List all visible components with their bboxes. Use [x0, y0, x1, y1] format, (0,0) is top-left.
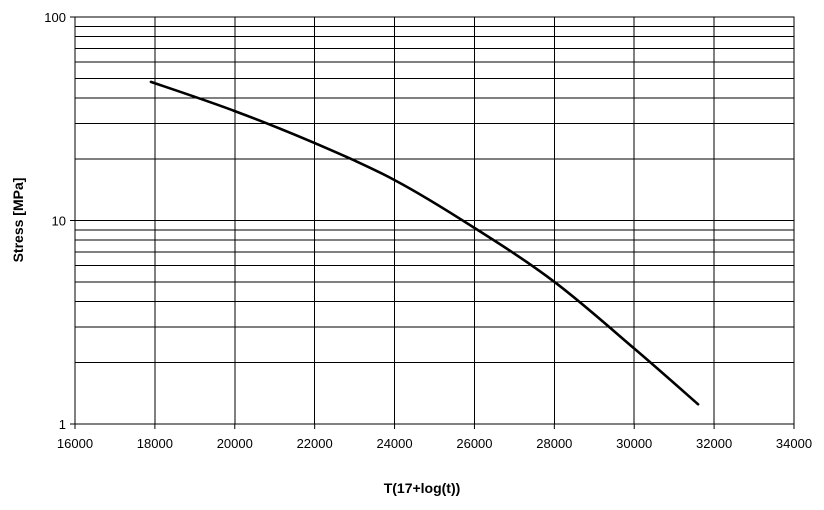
y-tick-label: 10 — [52, 214, 66, 229]
series-line — [149, 80, 700, 406]
x-tick-label: 18000 — [137, 436, 173, 451]
x-tick-label: 24000 — [376, 436, 412, 451]
x-tick-label: 34000 — [776, 436, 812, 451]
x-axis-ticks: 16000 18000 20000 22000 24000 26000 28000 30000… — [57, 424, 812, 451]
x-tick-label: 28000 — [536, 436, 572, 451]
series-layer — [149, 80, 700, 406]
x-tick-label: 22000 — [297, 436, 333, 451]
x-tick-label: 20000 — [217, 436, 253, 451]
x-axis-title: T(17+log(t)) — [384, 480, 461, 496]
x-tick-label: 16000 — [57, 436, 93, 451]
y-axis-ticks: 1 10 100 — [44, 10, 75, 432]
y-tick-label: 1 — [59, 417, 66, 432]
y-tick-label: 100 — [44, 10, 66, 25]
x-tick-label: 30000 — [616, 436, 652, 451]
x-tick-label: 26000 — [456, 436, 492, 451]
x-tick-label: 32000 — [696, 436, 732, 451]
y-axis-title: Stress [MPa] — [10, 178, 26, 263]
grid — [74, 16, 795, 425]
